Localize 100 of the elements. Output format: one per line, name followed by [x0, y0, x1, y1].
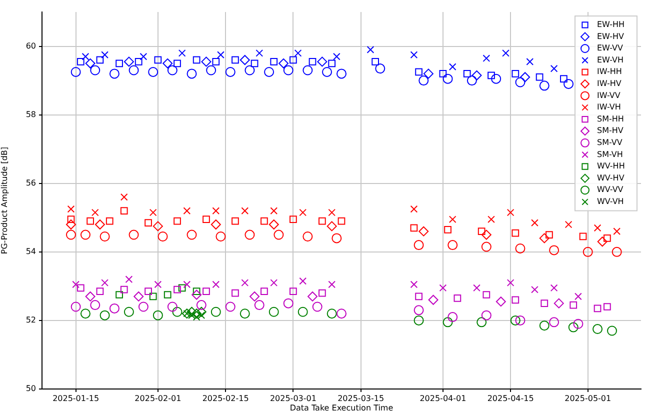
- point: [94, 219, 105, 230]
- point: [570, 301, 578, 309]
- point: [140, 52, 148, 60]
- point: [294, 49, 302, 57]
- point: [336, 308, 346, 319]
- legend-label: SM-VH: [597, 150, 623, 159]
- point: [201, 56, 212, 67]
- point: [473, 284, 480, 292]
- legend-label: IW-HV: [597, 78, 622, 88]
- point: [124, 56, 134, 67]
- x-tick-label: 2025-02-15: [202, 394, 249, 403]
- point: [554, 298, 564, 308]
- point: [128, 230, 139, 240]
- legend-label: SM-HV: [597, 126, 624, 136]
- point: [366, 46, 374, 54]
- point: [531, 219, 538, 226]
- point: [85, 58, 96, 68]
- point: [80, 230, 90, 240]
- point: [76, 58, 84, 66]
- point: [488, 216, 495, 224]
- point: [463, 70, 471, 78]
- point: [418, 76, 429, 86]
- point: [76, 284, 84, 292]
- point: [481, 310, 492, 320]
- point: [573, 318, 584, 329]
- point: [270, 279, 278, 286]
- point: [332, 233, 342, 244]
- point: [96, 288, 104, 296]
- point: [202, 288, 210, 296]
- point: [515, 77, 526, 88]
- point: [410, 280, 418, 288]
- point: [336, 68, 346, 79]
- point: [612, 246, 622, 257]
- point: [531, 286, 538, 294]
- point: [466, 76, 477, 86]
- point: [520, 72, 530, 82]
- point: [225, 302, 236, 312]
- point: [299, 208, 307, 216]
- point: [597, 236, 608, 247]
- point: [414, 315, 424, 326]
- point: [206, 65, 216, 76]
- point: [549, 317, 560, 328]
- point: [85, 291, 96, 302]
- x-tick-label: 2025-04-01: [420, 394, 466, 403]
- point: [120, 207, 128, 214]
- point: [158, 231, 168, 242]
- legend-label: SM-HH: [597, 114, 624, 124]
- point: [428, 294, 438, 305]
- point: [506, 208, 514, 216]
- point: [212, 58, 220, 66]
- point: [66, 230, 76, 240]
- point: [210, 219, 221, 230]
- point: [154, 280, 162, 288]
- legend-label: WV-HV: [597, 173, 625, 182]
- point: [607, 326, 618, 336]
- point: [410, 205, 418, 213]
- point: [560, 75, 568, 83]
- point: [515, 315, 526, 326]
- legend-label: IW-HH: [597, 67, 622, 76]
- point: [232, 217, 239, 225]
- point: [192, 56, 200, 64]
- point: [290, 288, 297, 296]
- point: [196, 306, 206, 317]
- point: [418, 226, 429, 236]
- point: [183, 207, 191, 214]
- point: [539, 320, 550, 331]
- point: [240, 308, 250, 319]
- point: [90, 300, 100, 310]
- point: [317, 56, 328, 67]
- x-tick-label: 2025-04-15: [487, 394, 534, 403]
- point: [186, 230, 197, 240]
- point: [186, 68, 197, 79]
- point: [328, 280, 336, 288]
- point: [192, 288, 200, 296]
- point: [328, 60, 336, 68]
- point: [101, 51, 108, 59]
- point: [476, 317, 487, 328]
- point: [210, 306, 221, 317]
- point: [174, 217, 181, 225]
- point: [439, 284, 447, 292]
- point: [256, 49, 264, 57]
- point: [216, 231, 226, 242]
- point: [125, 276, 133, 284]
- point: [415, 68, 422, 76]
- point: [178, 49, 186, 57]
- point: [244, 230, 255, 240]
- point: [149, 292, 157, 300]
- point: [260, 217, 268, 225]
- point: [278, 58, 289, 68]
- point: [149, 208, 157, 216]
- point: [148, 66, 158, 77]
- point: [322, 66, 332, 77]
- point: [442, 74, 453, 84]
- point: [372, 58, 379, 66]
- point: [186, 306, 197, 317]
- point: [481, 230, 492, 240]
- y-tick-label: 52: [26, 316, 36, 325]
- point: [326, 308, 337, 319]
- point: [564, 78, 574, 89]
- y-tick-label: 58: [26, 110, 36, 119]
